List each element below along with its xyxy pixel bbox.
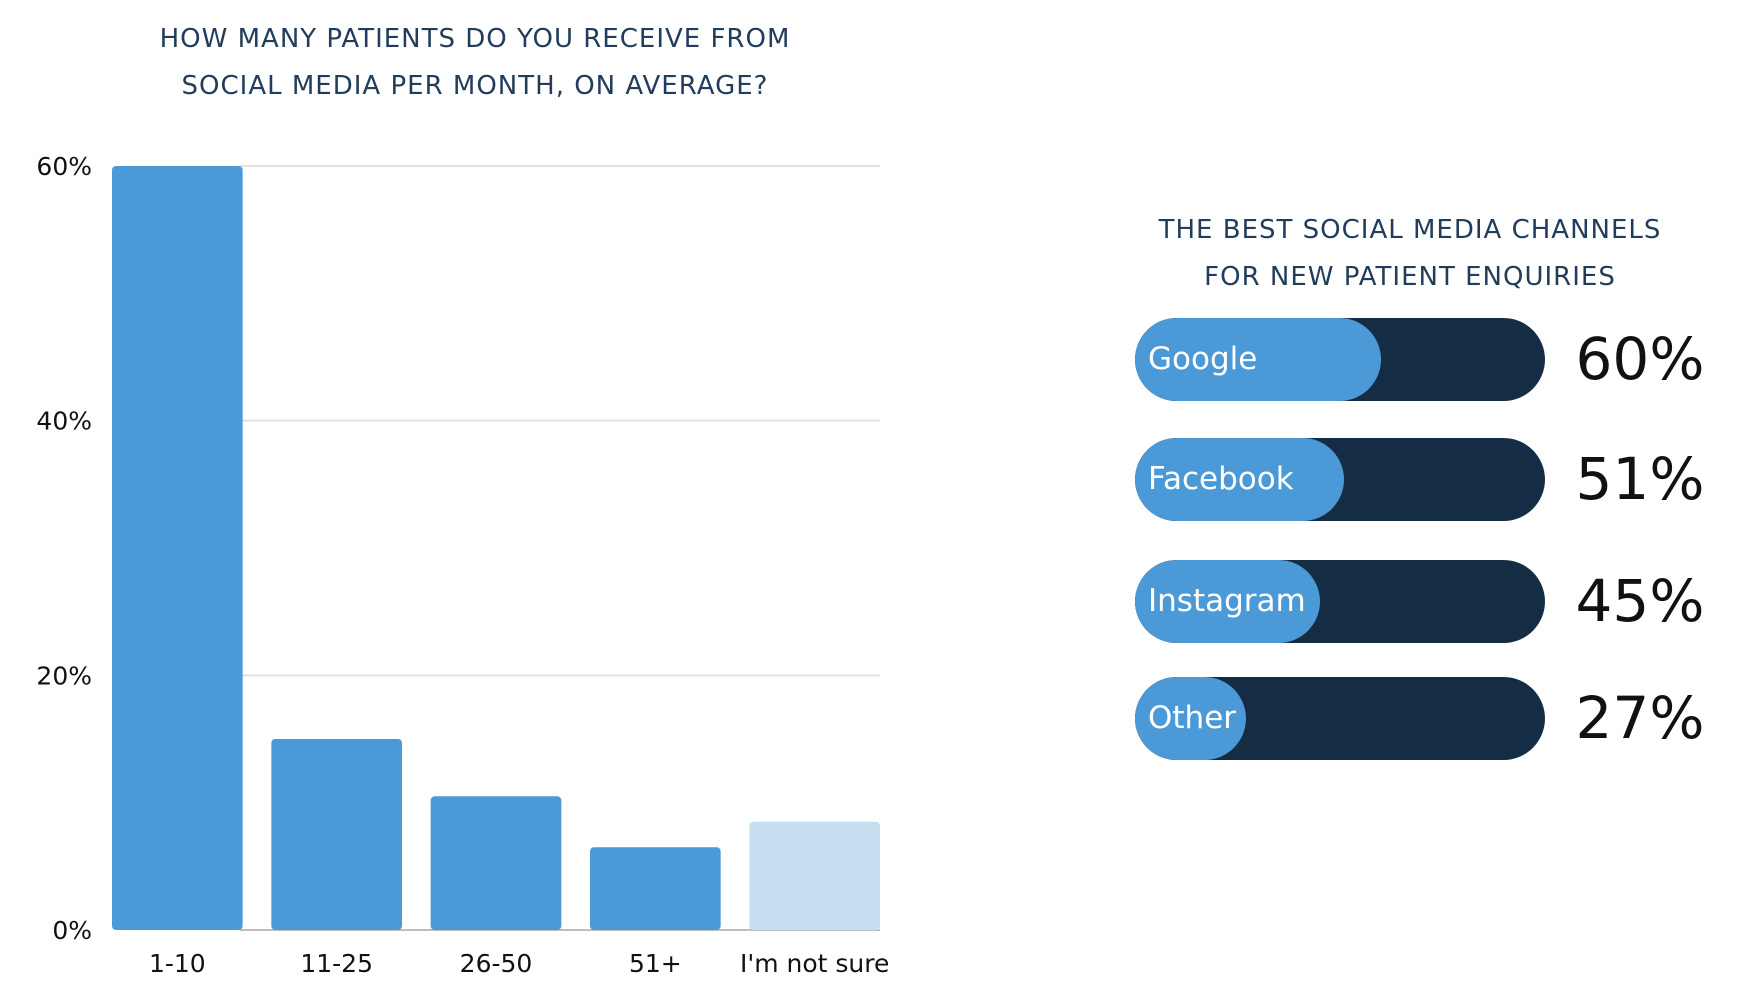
patients-bar-chart: 0% 20% 40% 60% 1-10 11-25 26-50 51+ I'm not sur… — [36, 152, 889, 978]
bar-51- — [590, 847, 721, 930]
bar-i-m-not-sure — [749, 821, 880, 930]
channel-value: 45% — [1575, 567, 1705, 635]
bar-1-10 — [112, 166, 243, 930]
x-tick-label: 11-25 — [300, 949, 373, 978]
channel-label: Other — [1148, 700, 1237, 736]
channel-value: 27% — [1575, 684, 1705, 752]
x-tick-label: 1-10 — [149, 949, 206, 978]
channel-label: Instagram — [1148, 583, 1306, 619]
y-tick-label: 60% — [36, 152, 92, 181]
channel-bar-fill — [1135, 560, 1320, 643]
channel-value: 51% — [1575, 445, 1705, 513]
channel-bar-fill — [1135, 318, 1381, 401]
channel-bar-google: Google — [1135, 318, 1545, 401]
bar-chart-y-axis: 0% 20% 40% 60% — [36, 152, 92, 945]
x-tick-label: I'm not sure — [740, 949, 889, 978]
bar-chart-bars — [112, 166, 880, 930]
channel-bar-other: Other — [1135, 677, 1545, 760]
bar-11-25 — [271, 739, 402, 930]
y-tick-label: 0% — [52, 916, 92, 945]
y-tick-label: 40% — [36, 407, 92, 436]
bar-chart-title: HOW MANY PATIENTS DO YOU RECEIVE FROM SO… — [159, 24, 791, 101]
channel-value: 60% — [1575, 325, 1705, 393]
channel-bar-fill — [1135, 677, 1246, 760]
y-tick-label: 20% — [36, 661, 92, 690]
channel-label: Facebook — [1148, 461, 1294, 497]
x-tick-label: 26-50 — [460, 949, 533, 978]
channel-bar-instagram: Instagram — [1135, 560, 1545, 643]
channel-bar-fill — [1135, 438, 1345, 521]
bar-26-50 — [430, 796, 562, 930]
x-tick-label: 51+ — [629, 949, 682, 978]
channels-chart-title: THE BEST SOCIAL MEDIA CHANNELS FOR NEW P… — [1158, 215, 1662, 292]
channel-label: Google — [1148, 341, 1258, 377]
bar-chart-x-axis: 1-10 11-25 26-50 51+ I'm not sure — [149, 949, 889, 978]
channel-bar-facebook: Facebook — [1135, 438, 1545, 521]
